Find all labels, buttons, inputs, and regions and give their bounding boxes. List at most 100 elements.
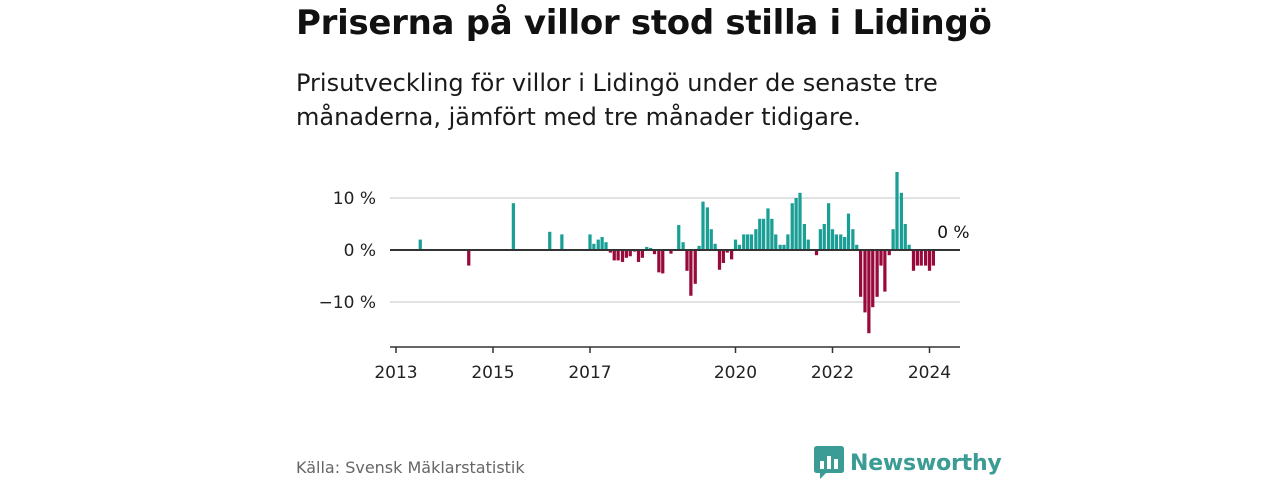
bar bbox=[802, 224, 806, 250]
bar-chart: 10 % 0 % −10 % 2013 2015 2017 2020 2022 2024 0 … bbox=[319, 172, 970, 383]
bar bbox=[766, 208, 770, 250]
bar bbox=[721, 250, 725, 263]
bar bbox=[697, 245, 701, 250]
last-value-label: 0 % bbox=[937, 223, 969, 243]
bar bbox=[903, 224, 907, 250]
bar bbox=[669, 250, 673, 254]
chart-subtitle: Prisutveckling för villor i Lidingö unde… bbox=[296, 69, 938, 131]
bar bbox=[887, 250, 891, 256]
bar bbox=[636, 250, 641, 262]
bar bbox=[814, 250, 819, 256]
bar bbox=[754, 229, 758, 250]
bar bbox=[608, 250, 612, 253]
bar bbox=[770, 218, 774, 250]
bar bbox=[640, 250, 644, 258]
bar bbox=[834, 234, 838, 250]
x-axis: 2013 2015 2017 2020 2022 2024 bbox=[374, 346, 960, 383]
bar bbox=[855, 244, 859, 250]
bar bbox=[596, 239, 600, 250]
bar bbox=[681, 242, 685, 250]
bar bbox=[782, 244, 786, 250]
x-tick-label: 2013 bbox=[374, 363, 417, 383]
bar bbox=[875, 250, 879, 297]
bar bbox=[588, 234, 592, 250]
bar bbox=[689, 250, 693, 296]
bar bbox=[839, 234, 843, 250]
chart-title: Priserna på villor stod stilla i Lidingö bbox=[296, 3, 992, 43]
bar bbox=[830, 229, 835, 250]
bars bbox=[418, 172, 935, 334]
bar bbox=[628, 250, 632, 257]
bar bbox=[778, 244, 782, 250]
bar bbox=[859, 250, 863, 297]
x-tick-label: 2024 bbox=[908, 363, 951, 383]
bar bbox=[818, 229, 822, 250]
bar bbox=[616, 250, 620, 261]
x-tick-label: 2015 bbox=[471, 363, 514, 383]
bar bbox=[798, 192, 802, 250]
bar bbox=[620, 250, 625, 262]
bar bbox=[705, 207, 709, 250]
bar bbox=[827, 203, 831, 250]
bar bbox=[742, 234, 746, 250]
bar bbox=[774, 234, 778, 250]
bar bbox=[895, 172, 899, 250]
bar bbox=[746, 234, 750, 250]
bar bbox=[592, 243, 596, 250]
bar bbox=[612, 250, 616, 261]
bar bbox=[749, 234, 754, 250]
bar bbox=[931, 250, 935, 266]
bar bbox=[737, 244, 741, 250]
bar bbox=[661, 250, 665, 274]
bar bbox=[919, 250, 923, 266]
bar bbox=[649, 247, 653, 250]
bar bbox=[883, 250, 887, 292]
bar bbox=[730, 250, 734, 260]
bar bbox=[717, 250, 722, 270]
bar bbox=[907, 244, 911, 250]
bar bbox=[713, 243, 717, 250]
brand-logo: Newsworthy bbox=[814, 446, 1002, 480]
bar bbox=[891, 229, 895, 250]
bar bbox=[871, 250, 875, 308]
bar bbox=[786, 234, 790, 250]
bar bbox=[467, 250, 471, 266]
bar bbox=[879, 250, 883, 266]
bar bbox=[915, 250, 919, 266]
bar bbox=[822, 224, 826, 250]
bar bbox=[867, 250, 871, 334]
bar bbox=[924, 250, 928, 266]
bar bbox=[927, 250, 932, 271]
y-tick-label: 10 % bbox=[333, 189, 376, 209]
bar bbox=[701, 201, 705, 250]
bar bbox=[863, 250, 867, 313]
bar bbox=[604, 242, 608, 250]
bar bbox=[790, 203, 794, 250]
bar bbox=[511, 203, 515, 250]
bar bbox=[645, 246, 649, 250]
bar bbox=[725, 250, 729, 253]
x-tick-label: 2017 bbox=[568, 363, 611, 383]
bar bbox=[548, 231, 552, 250]
bar bbox=[762, 218, 766, 250]
bar bbox=[846, 213, 851, 250]
bar bbox=[624, 250, 628, 258]
x-tick-label: 2022 bbox=[811, 363, 854, 383]
x-tick-label: 2020 bbox=[714, 363, 757, 383]
bar bbox=[657, 250, 661, 273]
bar bbox=[560, 234, 564, 250]
bar bbox=[709, 229, 713, 250]
bar bbox=[806, 239, 810, 250]
bar bbox=[899, 192, 903, 250]
bar bbox=[851, 229, 855, 250]
bar bbox=[843, 237, 847, 250]
bar bbox=[794, 198, 798, 250]
bar bbox=[693, 250, 697, 284]
bar bbox=[418, 239, 422, 250]
newsworthy-logo-icon bbox=[814, 446, 844, 479]
bar bbox=[652, 250, 657, 255]
y-tick-label: −10 % bbox=[319, 293, 376, 313]
bar bbox=[911, 250, 916, 271]
bar bbox=[733, 239, 738, 250]
bar bbox=[677, 225, 681, 250]
